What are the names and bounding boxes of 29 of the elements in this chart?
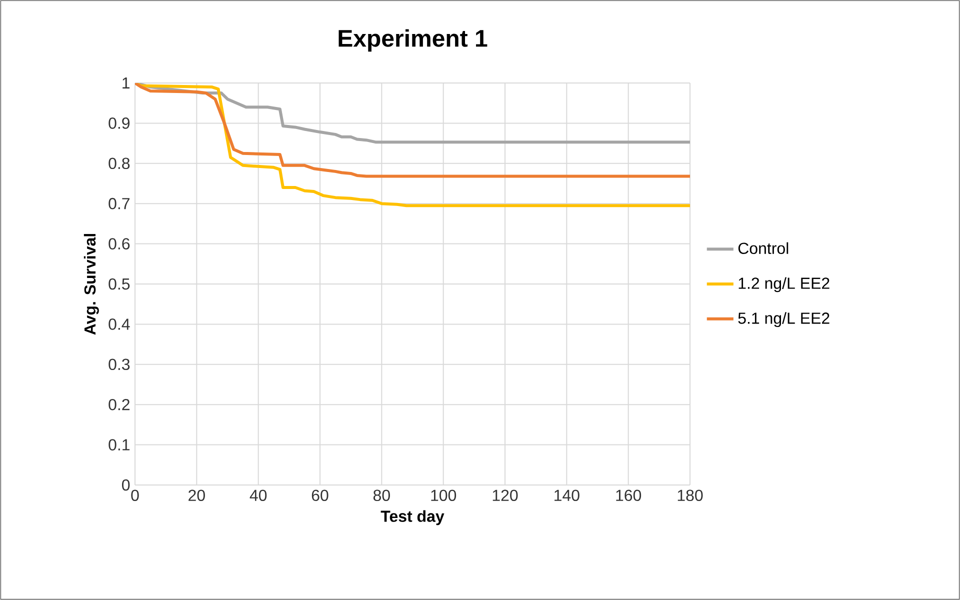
chart-title: Experiment 1 — [338, 29, 488, 52]
y-tick-label: 0.1 — [108, 439, 130, 450]
line-series — [135, 82, 690, 178]
y-tick-label: 0.8 — [108, 158, 130, 170]
y-tick-label: 1 — [122, 78, 130, 88]
x-tick-label: 40 — [250, 490, 267, 502]
x-tick-label: 0 — [131, 490, 139, 502]
x-tick-label: 100 — [431, 490, 456, 502]
y-tick-label: 0.7 — [108, 198, 130, 210]
x-axis-title: Test day — [380, 510, 444, 526]
x-tick-label: 60 — [312, 490, 328, 502]
y-tick-label: 0 — [122, 479, 130, 491]
y-tick-label: 0.2 — [108, 398, 130, 410]
y-tick-label: 0.6 — [108, 238, 130, 250]
legend-label: Control — [738, 242, 788, 254]
line-series — [135, 82, 690, 208]
y-tick-label: 0.3 — [108, 358, 130, 370]
legend-label: 5.1 ng/L EE2 — [738, 312, 830, 328]
x-tick-label: 160 — [616, 490, 642, 502]
x-tick-label: 80 — [373, 490, 390, 502]
x-tick-label: 180 — [678, 490, 703, 502]
legend-label: 1.2 ng/L EE2 — [738, 277, 830, 292]
y-axis-title: Avg. Survival — [84, 234, 99, 335]
x-tick-label: 140 — [554, 490, 580, 502]
x-tick-label: 20 — [188, 490, 205, 502]
y-tick-label: 0.9 — [108, 118, 130, 129]
y-tick-label: 0.4 — [108, 318, 130, 330]
y-tick-label: 0.5 — [108, 278, 130, 290]
x-tick-label: 120 — [492, 490, 518, 502]
